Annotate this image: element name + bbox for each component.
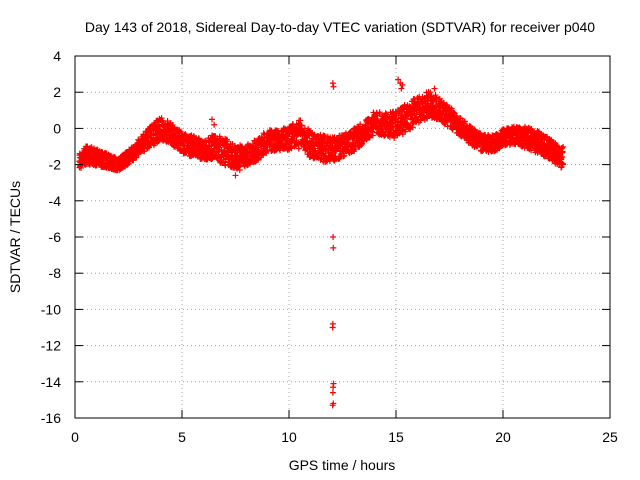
data-point xyxy=(255,155,262,162)
y-axis-label: SDTVAR / TECUs xyxy=(7,181,23,293)
data-point xyxy=(330,83,337,90)
data-point xyxy=(329,402,336,409)
data-point xyxy=(404,115,411,122)
data-point xyxy=(177,128,184,135)
data-point xyxy=(158,115,165,122)
y-tick-label: -4 xyxy=(49,193,62,209)
y-tick-label: -16 xyxy=(41,410,61,426)
x-tick-label: 5 xyxy=(178,429,186,445)
data-point xyxy=(406,123,413,130)
y-tick-label: -14 xyxy=(41,374,61,390)
data-point xyxy=(341,152,348,159)
data-point xyxy=(111,154,118,161)
x-axis-ticks: 0 5 10 15 20 25 xyxy=(71,56,618,445)
data-point xyxy=(234,149,241,156)
data-point xyxy=(448,105,455,112)
data-point xyxy=(459,125,466,132)
data-point xyxy=(301,125,308,132)
data-point xyxy=(208,116,215,123)
data-point xyxy=(431,85,438,92)
data-point xyxy=(461,118,468,125)
data-point xyxy=(297,117,304,124)
x-tick-label: 10 xyxy=(281,429,297,445)
y-tick-label: 2 xyxy=(53,84,61,100)
data-points xyxy=(76,76,567,409)
data-point xyxy=(374,116,381,123)
x-tick-label: 0 xyxy=(71,429,79,445)
data-point xyxy=(288,145,295,152)
data-point xyxy=(559,161,566,168)
y-tick-label: -10 xyxy=(41,301,61,317)
y-tick-label: 4 xyxy=(53,48,61,64)
data-point xyxy=(232,172,239,179)
data-point xyxy=(93,162,100,169)
data-point xyxy=(295,145,302,152)
data-point xyxy=(352,145,359,152)
y-tick-label: -12 xyxy=(41,338,61,354)
data-point xyxy=(528,147,535,154)
data-point xyxy=(329,80,336,87)
data-point xyxy=(444,123,451,130)
data-point xyxy=(560,143,567,150)
data-point xyxy=(141,148,148,155)
x-tick-label: 25 xyxy=(602,429,618,445)
x-axis-label: GPS time / hours xyxy=(289,457,396,473)
data-point xyxy=(427,89,434,96)
y-tick-label: -8 xyxy=(49,265,62,281)
data-point xyxy=(233,149,240,156)
data-point xyxy=(398,85,405,92)
data-point xyxy=(366,134,373,141)
y-tick-label: -6 xyxy=(49,229,62,245)
data-point xyxy=(330,384,337,391)
data-point xyxy=(329,324,336,331)
data-point xyxy=(330,244,337,251)
y-tick-label: -2 xyxy=(49,157,62,173)
data-point xyxy=(369,132,376,139)
data-point xyxy=(395,76,402,83)
y-tick-label: 0 xyxy=(53,120,61,136)
y-axis-ticks: 4 2 0 -2 -4 -6 -8 -10 -12 -14 -16 xyxy=(41,48,610,426)
data-point xyxy=(300,128,307,135)
data-point xyxy=(211,121,218,128)
data-point xyxy=(317,131,324,138)
data-point xyxy=(330,234,337,240)
data-point xyxy=(236,167,243,174)
data-point xyxy=(329,389,336,396)
data-point xyxy=(402,128,409,135)
data-point xyxy=(151,121,158,128)
data-point xyxy=(78,164,85,171)
data-point xyxy=(176,128,183,135)
data-point xyxy=(399,81,406,88)
data-point xyxy=(442,119,449,126)
chart-title: Day 143 of 2018, Sidereal Day-to-day VTE… xyxy=(85,19,595,35)
x-tick-label: 15 xyxy=(388,429,404,445)
data-point xyxy=(263,146,270,153)
x-tick-label: 20 xyxy=(495,429,511,445)
